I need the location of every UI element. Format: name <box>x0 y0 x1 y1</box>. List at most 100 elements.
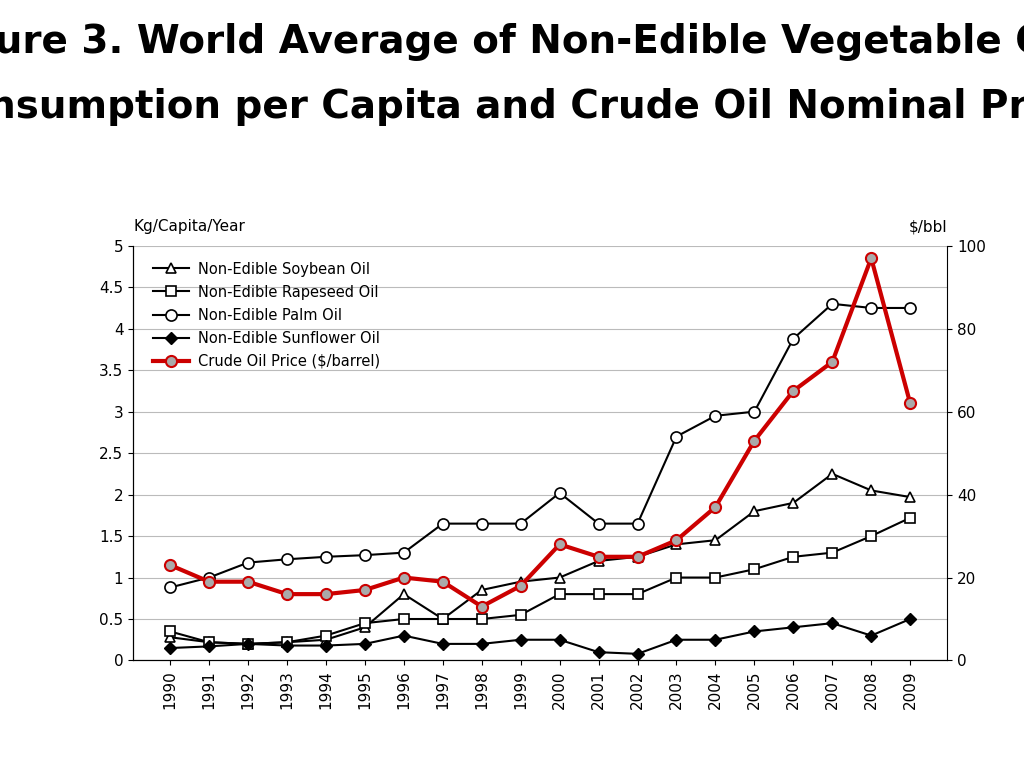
Non-Edible Palm Oil <box>281 554 293 564</box>
Non-Edible Sunflower Oil <box>319 641 332 650</box>
Non-Edible Sunflower Oil <box>593 647 605 657</box>
Non-Edible Sunflower Oil <box>514 635 526 644</box>
Non-Edible Sunflower Oil <box>632 649 644 658</box>
Non-Edible Palm Oil <box>826 300 839 309</box>
Crude Oil Price ($/barrel) <box>554 540 566 549</box>
Non-Edible Palm Oil <box>319 552 332 561</box>
Non-Edible Sunflower Oil <box>397 631 410 641</box>
Line: Crude Oil Price ($/barrel): Crude Oil Price ($/barrel) <box>165 253 915 612</box>
Non-Edible Sunflower Oil <box>865 631 878 641</box>
Non-Edible Soybean Oil <box>475 585 487 594</box>
Non-Edible Palm Oil <box>436 519 449 528</box>
Text: Figure 3. World Average of Non-Edible Vegetable Oils: Figure 3. World Average of Non-Edible Ve… <box>0 23 1024 61</box>
Non-Edible Soybean Oil <box>671 540 683 549</box>
Crude Oil Price ($/barrel) <box>358 585 371 594</box>
Non-Edible Sunflower Oil <box>436 639 449 648</box>
Non-Edible Rapeseed Oil <box>242 639 254 648</box>
Non-Edible Rapeseed Oil <box>358 618 371 627</box>
Non-Edible Palm Oil <box>904 303 916 313</box>
Non-Edible Soybean Oil <box>397 590 410 599</box>
Non-Edible Rapeseed Oil <box>514 611 526 620</box>
Crude Oil Price ($/barrel) <box>242 577 254 586</box>
Non-Edible Rapeseed Oil <box>865 531 878 541</box>
Crude Oil Price ($/barrel) <box>865 253 878 263</box>
Crude Oil Price ($/barrel) <box>319 590 332 599</box>
Crude Oil Price ($/barrel) <box>593 552 605 561</box>
Line: Non-Edible Soybean Oil: Non-Edible Soybean Oil <box>165 469 915 649</box>
Crude Oil Price ($/barrel) <box>164 561 176 570</box>
Non-Edible Rapeseed Oil <box>397 614 410 624</box>
Non-Edible Sunflower Oil <box>826 618 839 627</box>
Non-Edible Palm Oil <box>514 519 526 528</box>
Non-Edible Rapeseed Oil <box>826 548 839 558</box>
Crude Oil Price ($/barrel) <box>203 577 215 586</box>
Non-Edible Soybean Oil <box>319 635 332 644</box>
Non-Edible Rapeseed Oil <box>203 637 215 647</box>
Non-Edible Sunflower Oil <box>671 635 683 644</box>
Non-Edible Soybean Oil <box>632 552 644 561</box>
Non-Edible Palm Oil <box>710 411 722 420</box>
Non-Edible Sunflower Oil <box>475 639 487 648</box>
Non-Edible Sunflower Oil <box>787 623 800 632</box>
Crude Oil Price ($/barrel) <box>281 590 293 599</box>
Crude Oil Price ($/barrel) <box>475 602 487 611</box>
Non-Edible Rapeseed Oil <box>671 573 683 582</box>
Non-Edible Soybean Oil <box>787 498 800 508</box>
Non-Edible Sunflower Oil <box>904 614 916 624</box>
Non-Edible Soybean Oil <box>203 637 215 647</box>
Crude Oil Price ($/barrel) <box>826 357 839 366</box>
Non-Edible Soybean Oil <box>593 556 605 565</box>
Non-Edible Rapeseed Oil <box>319 631 332 641</box>
Non-Edible Soybean Oil <box>826 469 839 478</box>
Non-Edible Palm Oil <box>632 519 644 528</box>
Non-Edible Sunflower Oil <box>242 639 254 648</box>
Text: Kg/Capita/Year: Kg/Capita/Year <box>133 219 245 234</box>
Crude Oil Price ($/barrel) <box>710 502 722 511</box>
Non-Edible Soybean Oil <box>242 639 254 648</box>
Line: Non-Edible Palm Oil: Non-Edible Palm Oil <box>165 298 915 593</box>
Non-Edible Rapeseed Oil <box>436 614 449 624</box>
Non-Edible Palm Oil <box>865 303 878 313</box>
Non-Edible Sunflower Oil <box>281 641 293 650</box>
Non-Edible Palm Oil <box>164 583 176 592</box>
Non-Edible Sunflower Oil <box>749 627 761 636</box>
Non-Edible Sunflower Oil <box>554 635 566 644</box>
Non-Edible Palm Oil <box>749 407 761 416</box>
Non-Edible Soybean Oil <box>710 535 722 545</box>
Non-Edible Rapeseed Oil <box>593 590 605 599</box>
Text: Consumption per Capita and Crude Oil Nominal Price: Consumption per Capita and Crude Oil Nom… <box>0 88 1024 126</box>
Non-Edible Soybean Oil <box>865 486 878 495</box>
Non-Edible Rapeseed Oil <box>710 573 722 582</box>
Non-Edible Palm Oil <box>671 432 683 441</box>
Crude Oil Price ($/barrel) <box>904 399 916 408</box>
Non-Edible Rapeseed Oil <box>164 627 176 636</box>
Non-Edible Rapeseed Oil <box>554 590 566 599</box>
Legend: Non-Edible Soybean Oil, Non-Edible Rapeseed Oil, Non-Edible Palm Oil, Non-Edible: Non-Edible Soybean Oil, Non-Edible Rapes… <box>148 257 385 373</box>
Crude Oil Price ($/barrel) <box>632 552 644 561</box>
Non-Edible Sunflower Oil <box>203 642 215 651</box>
Non-Edible Palm Oil <box>593 519 605 528</box>
Non-Edible Sunflower Oil <box>164 644 176 653</box>
Non-Edible Palm Oil <box>554 488 566 498</box>
Non-Edible Soybean Oil <box>749 507 761 516</box>
Non-Edible Soybean Oil <box>281 637 293 647</box>
Non-Edible Palm Oil <box>397 548 410 558</box>
Non-Edible Rapeseed Oil <box>749 564 761 574</box>
Non-Edible Soybean Oil <box>904 492 916 502</box>
Non-Edible Soybean Oil <box>514 577 526 586</box>
Non-Edible Sunflower Oil <box>710 635 722 644</box>
Non-Edible Rapeseed Oil <box>632 590 644 599</box>
Non-Edible Palm Oil <box>242 558 254 568</box>
Non-Edible Soybean Oil <box>164 633 176 642</box>
Non-Edible Palm Oil <box>475 519 487 528</box>
Non-Edible Sunflower Oil <box>358 639 371 648</box>
Non-Edible Rapeseed Oil <box>787 552 800 561</box>
Text: $/bbl: $/bbl <box>908 219 947 234</box>
Non-Edible Palm Oil <box>358 551 371 560</box>
Crude Oil Price ($/barrel) <box>436 577 449 586</box>
Non-Edible Soybean Oil <box>358 623 371 632</box>
Non-Edible Palm Oil <box>203 573 215 582</box>
Line: Non-Edible Sunflower Oil: Non-Edible Sunflower Oil <box>166 615 914 658</box>
Non-Edible Soybean Oil <box>436 614 449 624</box>
Non-Edible Soybean Oil <box>554 573 566 582</box>
